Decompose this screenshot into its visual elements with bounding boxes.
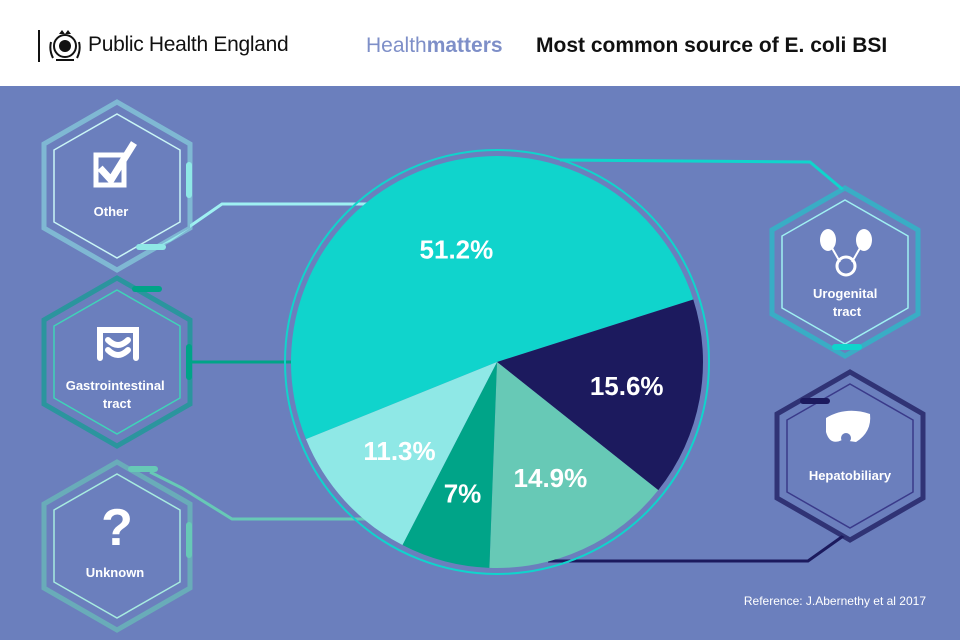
brand-light: Health xyxy=(366,34,427,57)
slice-value-label: 11.3% xyxy=(363,436,435,466)
hex-label-gastro-line2: tract xyxy=(103,396,132,411)
pie-slice-gastrointestinal-tract xyxy=(402,362,497,568)
pie-slice-unknown xyxy=(489,362,659,569)
pie-slices xyxy=(290,155,703,569)
hex-label-urogenital: Urogenital tract xyxy=(813,286,881,319)
hex-gastrointestinal: Gastrointestinal tract xyxy=(41,275,193,449)
connector-unknown xyxy=(149,470,408,521)
pie-slice-labels: 51.2% 15.6% 14.9% 7% 11.3% xyxy=(363,235,663,509)
hex-label-gastrointestinal: Gastrointestinal tract xyxy=(66,378,169,411)
header-divider xyxy=(38,30,40,62)
header-bar: Public Health England Healthmatters Most… xyxy=(0,0,960,86)
brand-bold: matters xyxy=(426,34,503,57)
pie-slice-urogenital-tract xyxy=(290,155,694,440)
liver-icon xyxy=(826,410,871,443)
slice-value-label: 15.6% xyxy=(590,371,664,401)
hex-other: Other xyxy=(41,99,193,273)
hex-label-gastro-line1: Gastrointestinal xyxy=(66,378,165,393)
reference-note: Reference: J.Abernethy et al 2017 xyxy=(743,594,926,608)
hex-hepatobiliary: Hepatobiliary xyxy=(774,369,926,543)
pie-slice-other xyxy=(306,362,497,546)
hex-label-other: Other xyxy=(94,204,129,219)
royal-crest-icon xyxy=(49,30,81,61)
intestine-icon xyxy=(97,327,139,361)
hex-urogenital: Urogenital tract xyxy=(769,185,921,359)
hex-label-uro-line1: Urogenital xyxy=(813,286,877,301)
question-mark-icon: ? xyxy=(101,499,133,557)
pie-slice-hepatobiliary xyxy=(497,299,703,491)
organisation-name: Public Health England xyxy=(88,33,289,56)
checkbox-tick-icon xyxy=(93,141,137,188)
hex-label-hepatobiliary: Hepatobiliary xyxy=(809,468,892,483)
slice-value-label: 51.2% xyxy=(420,235,494,265)
hex-label-unknown: Unknown xyxy=(86,565,145,580)
hex-label-uro-line2: tract xyxy=(833,304,862,319)
kidneys-bladder-icon xyxy=(820,229,872,277)
slice-value-label: 14.9% xyxy=(514,463,588,493)
pie-outer-ring xyxy=(284,149,710,575)
slice-value-label: 7% xyxy=(444,479,482,509)
page-title: Most common source of E. coli BSI xyxy=(536,34,888,57)
brand-name: Healthmatters xyxy=(366,34,503,58)
hex-unknown: ? Unknown xyxy=(41,459,193,633)
